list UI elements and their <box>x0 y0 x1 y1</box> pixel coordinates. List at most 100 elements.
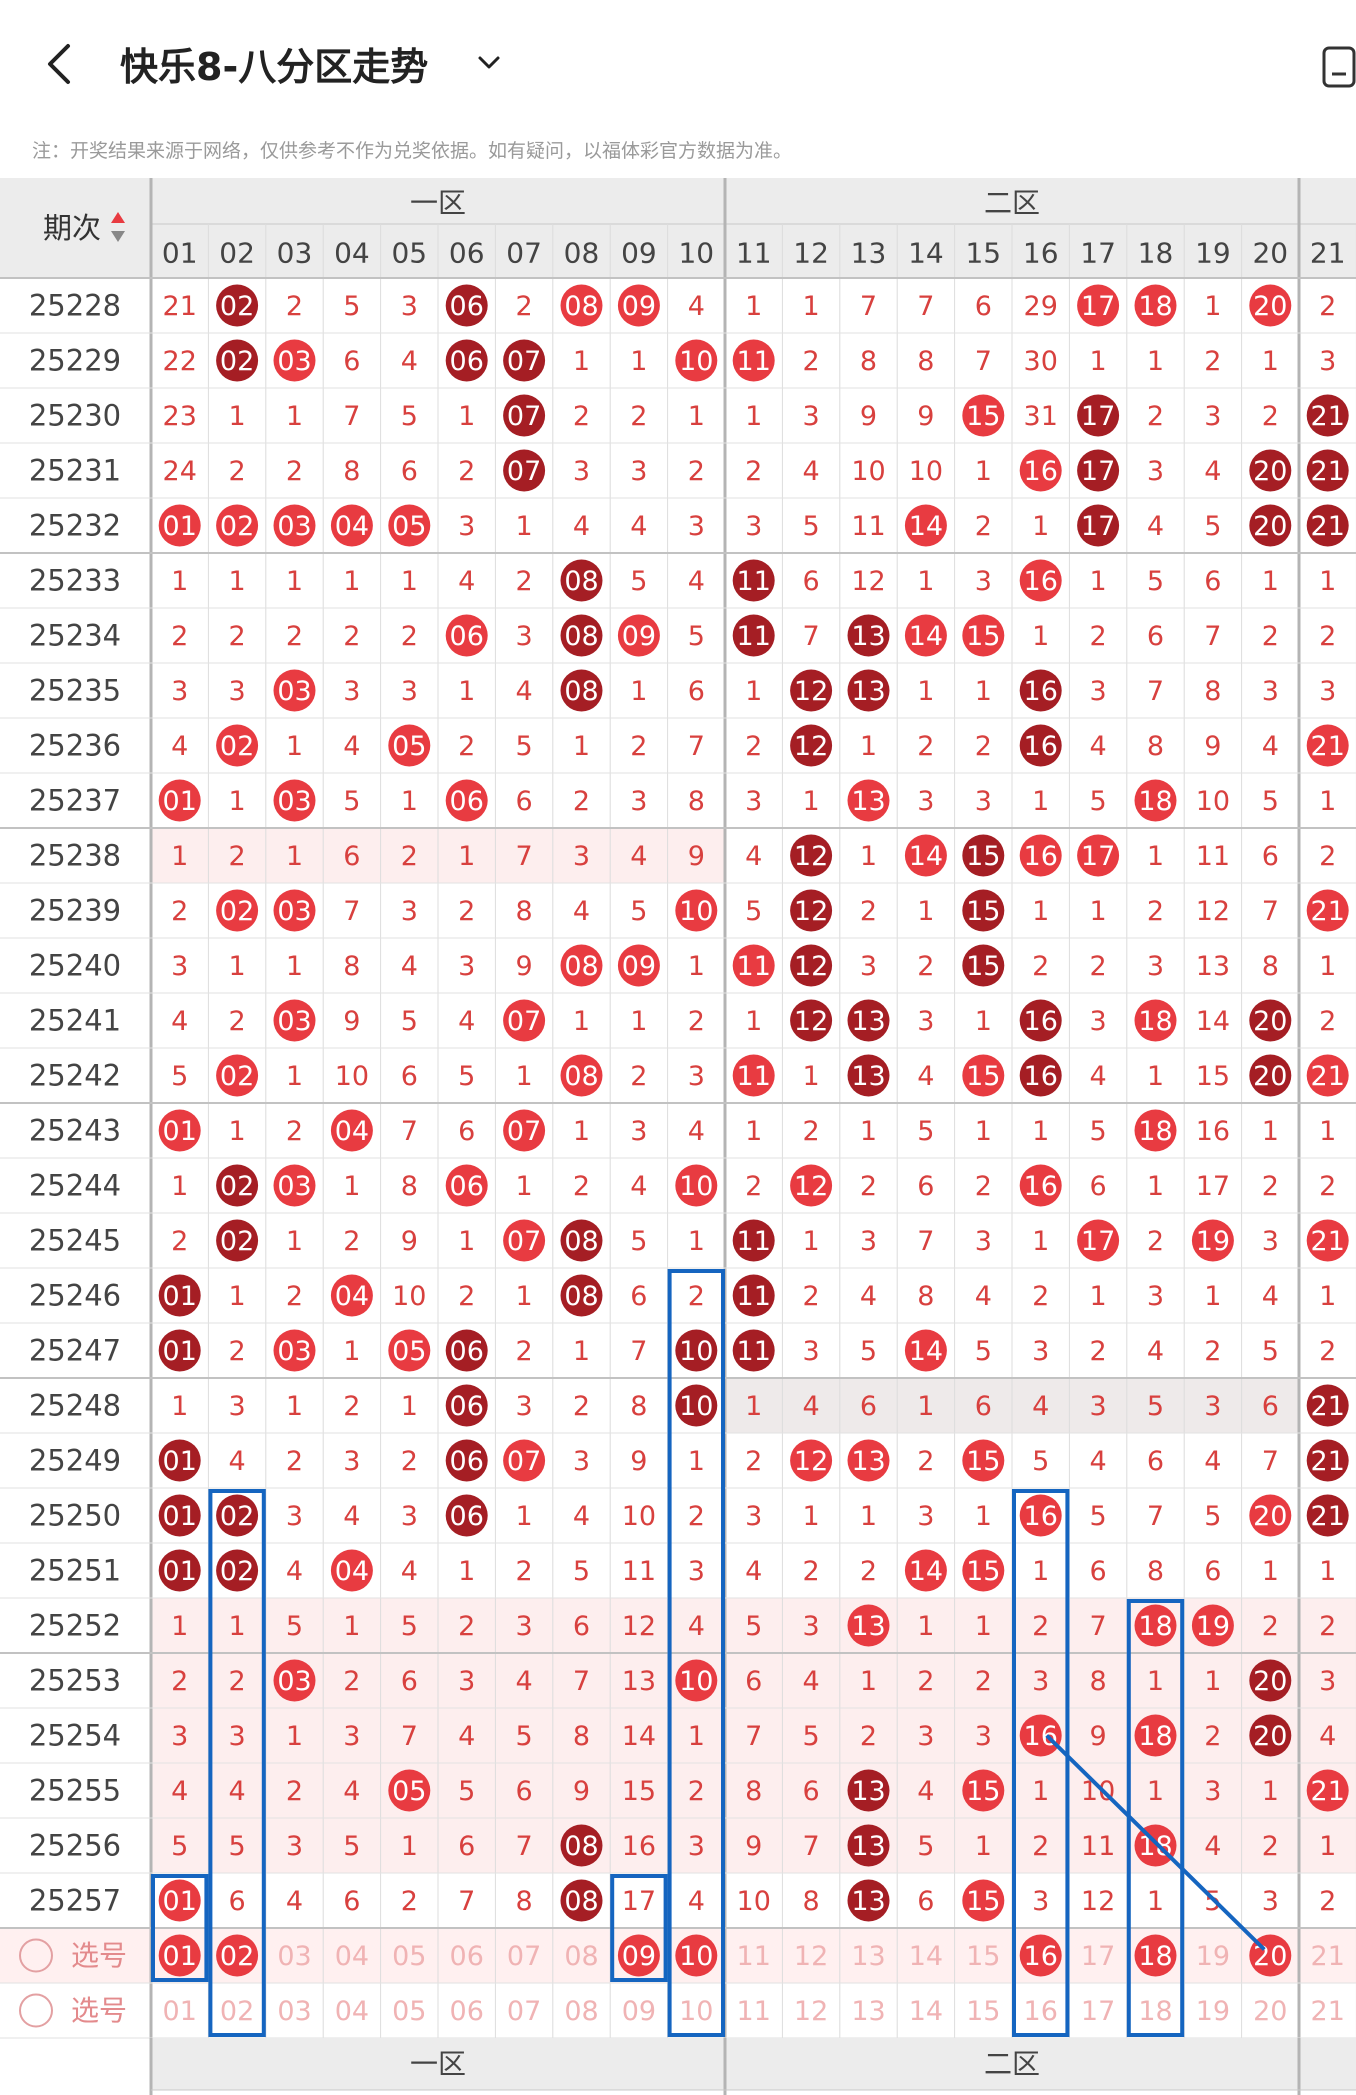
pick-number[interactable]: 11 <box>737 1941 771 1972</box>
miss-count: 9 <box>573 1776 590 1807</box>
pick-number[interactable]: 04 <box>335 1996 369 2027</box>
pick-number[interactable]: 19 <box>1196 1941 1230 1972</box>
pick-number[interactable]: 03 <box>277 1941 311 1972</box>
pick-number[interactable]: 04 <box>335 1941 369 1972</box>
column-header: 14 <box>908 237 944 270</box>
pick-number[interactable]: 07 <box>507 1996 541 2027</box>
select-radio[interactable] <box>19 1993 53 2028</box>
pick-number[interactable]: 18 <box>1138 1996 1172 2027</box>
pick-number[interactable]: 06 <box>450 1996 484 2027</box>
miss-count: 2 <box>803 1556 820 1587</box>
miss-count: 1 <box>286 1061 303 1092</box>
miss-count: 1 <box>171 1171 188 1202</box>
pick-number[interactable]: 15 <box>966 1996 1000 2027</box>
picked-ball[interactable] <box>675 1934 718 1977</box>
miss-count: 5 <box>516 1721 533 1752</box>
miss-count: 4 <box>688 566 705 597</box>
pick-number[interactable]: 14 <box>909 1996 943 2027</box>
miss-count: 1 <box>1319 1281 1336 1312</box>
miss-count: 3 <box>917 1501 934 1532</box>
pick-number[interactable]: 13 <box>851 1941 885 1972</box>
pick-number[interactable]: 19 <box>1196 1996 1230 2027</box>
pick-number[interactable]: 21 <box>1311 1941 1345 1972</box>
miss-count: 6 <box>343 346 360 377</box>
pick-number[interactable]: 08 <box>564 1996 598 2027</box>
pick-number[interactable]: 21 <box>1311 1996 1345 2027</box>
miss-count: 7 <box>917 1226 934 1257</box>
pick-number[interactable]: 14 <box>909 1941 943 1972</box>
sort-up-down-icon[interactable] <box>111 212 125 242</box>
back-button[interactable] <box>40 38 80 90</box>
hit-number: 01 <box>163 1886 197 1917</box>
pick-number[interactable]: 05 <box>392 1996 426 2027</box>
hit-number: 18 <box>1138 291 1172 322</box>
picker-label[interactable]: 选号 <box>71 1939 127 1972</box>
picked-number[interactable]: 10 <box>679 1941 713 1972</box>
pick-number[interactable]: 15 <box>966 1941 1000 1972</box>
pick-number[interactable]: 01 <box>163 1996 197 2027</box>
miss-count: 1 <box>860 841 877 872</box>
picked-number[interactable]: 18 <box>1138 1941 1172 1972</box>
hit-number: 03 <box>277 1006 311 1037</box>
picked-ball[interactable] <box>216 1934 259 1977</box>
issue-header[interactable]: 期次 <box>43 211 101 245</box>
picked-number[interactable]: 02 <box>220 1941 254 1972</box>
hit-ball <box>847 669 890 712</box>
title-dropdown-button[interactable] <box>474 48 504 78</box>
miss-count: 1 <box>516 1281 533 1312</box>
hit-number: 02 <box>220 1556 254 1587</box>
pick-number[interactable]: 02 <box>220 1996 254 2027</box>
hit-number: 16 <box>1024 1171 1058 1202</box>
pick-number[interactable]: 12 <box>794 1941 828 1972</box>
picked-number[interactable]: 16 <box>1024 1941 1058 1972</box>
picked-number[interactable]: 01 <box>163 1941 197 1972</box>
picked-ball[interactable] <box>158 1934 201 1977</box>
miss-count: 8 <box>516 1886 533 1917</box>
page-title[interactable]: 快乐8-八分区走势 <box>120 45 429 89</box>
pick-number[interactable]: 10 <box>679 1996 713 2027</box>
pick-number[interactable]: 11 <box>737 1996 771 2027</box>
hit-ball <box>445 614 488 657</box>
hit-ball <box>560 669 603 712</box>
miss-count: 1 <box>401 566 418 597</box>
miss-count: 8 <box>630 1391 647 1422</box>
pick-number[interactable]: 09 <box>622 1996 656 2027</box>
pick-number[interactable]: 13 <box>851 1996 885 2027</box>
miss-count: 4 <box>1204 1446 1221 1477</box>
miss-count: 3 <box>171 1721 188 1752</box>
device-button[interactable] <box>1320 44 1356 88</box>
miss-count: 2 <box>975 1171 992 1202</box>
miss-count: 10 <box>851 456 885 487</box>
pick-number[interactable]: 07 <box>507 1941 541 1972</box>
miss-count: 4 <box>229 1776 246 1807</box>
miss-count: 8 <box>1147 731 1164 762</box>
pick-number[interactable]: 05 <box>392 1941 426 1972</box>
hit-number: 06 <box>450 1336 484 1367</box>
select-radio[interactable] <box>19 1938 53 1973</box>
picker-label[interactable]: 选号 <box>71 1994 127 2027</box>
pick-number[interactable]: 17 <box>1081 1996 1115 2027</box>
picked-number[interactable]: 09 <box>622 1941 656 1972</box>
hit-ball <box>1191 1219 1234 1262</box>
hit-ball <box>962 944 1005 987</box>
pick-number[interactable]: 06 <box>450 1941 484 1972</box>
pick-number[interactable]: 20 <box>1253 1996 1287 2027</box>
pick-number[interactable]: 16 <box>1024 1996 1058 2027</box>
pick-number[interactable]: 12 <box>794 1996 828 2027</box>
pick-number[interactable]: 03 <box>277 1996 311 2027</box>
picked-ball[interactable] <box>1019 1934 1062 1977</box>
hit-number: 21 <box>1311 1226 1345 1257</box>
pick-number[interactable]: 17 <box>1081 1941 1115 1972</box>
miss-count: 2 <box>458 1611 475 1642</box>
miss-count: 9 <box>860 401 877 432</box>
hit-ball <box>388 1329 431 1372</box>
miss-count: 4 <box>917 1061 934 1092</box>
pick-number[interactable]: 08 <box>564 1941 598 1972</box>
miss-count: 3 <box>688 1556 705 1587</box>
miss-count: 2 <box>688 1501 705 1532</box>
miss-count: 5 <box>1204 1501 1221 1532</box>
picked-ball[interactable] <box>1134 1934 1177 1977</box>
miss-count: 3 <box>917 786 934 817</box>
picked-ball[interactable] <box>617 1934 660 1977</box>
miss-count: 3 <box>516 621 533 652</box>
